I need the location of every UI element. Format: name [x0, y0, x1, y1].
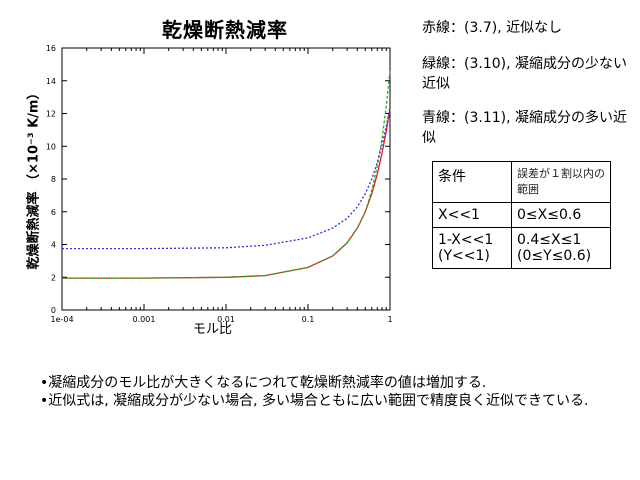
- plot-frame: [61, 47, 391, 311]
- x-tick-label: 0.01: [217, 315, 235, 324]
- y-tick-label: 16: [46, 44, 56, 53]
- legend-blue: 青線：(3.11), 凝縮成分の多い近似: [422, 110, 627, 146]
- series-line-0: [62, 108, 391, 279]
- y-tick-label: 0: [51, 306, 56, 315]
- notes: •凝縮成分のモル比が大きくなるにつれて乾燥断熱減率の値は増加する. •近似式は,…: [40, 374, 630, 410]
- table-header-row: 条件 誤差が１割以内の範囲: [432, 161, 611, 203]
- table-row: 1-X<<1 (Y<<1) 0.4≤X≤1 (0≤Y≤0.6): [432, 227, 611, 269]
- y-tick-label: 14: [46, 77, 56, 86]
- y-tick-label: 10: [46, 142, 56, 151]
- y-axis-label: 乾燥断熱減率 （×10⁻³ K/m）: [26, 86, 42, 270]
- table-cell: 0≤X≤0.6: [511, 202, 611, 228]
- x-tick-label: 1e-04: [50, 315, 73, 324]
- table-header-cell: 条件: [432, 161, 512, 203]
- y-tick-label: 8: [51, 175, 56, 184]
- legend-green: 緑線：(3.10), 凝縮成分の少ない近似: [422, 56, 627, 92]
- y-tick-label: 6: [51, 208, 56, 217]
- note-item: •近似式は, 凝縮成分が少ない場合, 多い場合ともに広い範囲で精度良く近似できて…: [40, 393, 589, 409]
- table-cell: 1-X<<1 (Y<<1): [432, 227, 512, 269]
- series-line-1: [62, 70, 391, 279]
- y-tick-label: 12: [46, 110, 56, 119]
- table-cell: 0.4≤X≤1 (0≤Y≤0.6): [511, 227, 611, 269]
- x-tick-label: 0.001: [133, 315, 156, 324]
- y-tick-label: 4: [51, 241, 56, 250]
- x-tick-label: 0.1: [302, 315, 315, 324]
- x-tick-label: 1: [387, 315, 392, 324]
- legend-red: 赤線：(3.7), 近似なし: [422, 20, 563, 36]
- x-axis-label: モル比: [193, 322, 233, 337]
- note-item: •凝縮成分のモル比が大きくなるにつれて乾燥断熱減率の値は増加する.: [40, 375, 487, 391]
- series-line-2: [62, 106, 391, 250]
- chart-title: 乾燥断熱減率: [162, 18, 288, 42]
- y-tick-label: 2: [51, 273, 56, 282]
- table-cell: X<<1: [432, 202, 512, 228]
- table-header-cell: 誤差が１割以内の範囲: [511, 161, 611, 203]
- condition-table: 条件 誤差が１割以内の範囲 X<<1 0≤X≤0.6 1-X<<1 (Y<<1)…: [432, 161, 611, 269]
- table-row: X<<1 0≤X≤0.6: [432, 202, 611, 228]
